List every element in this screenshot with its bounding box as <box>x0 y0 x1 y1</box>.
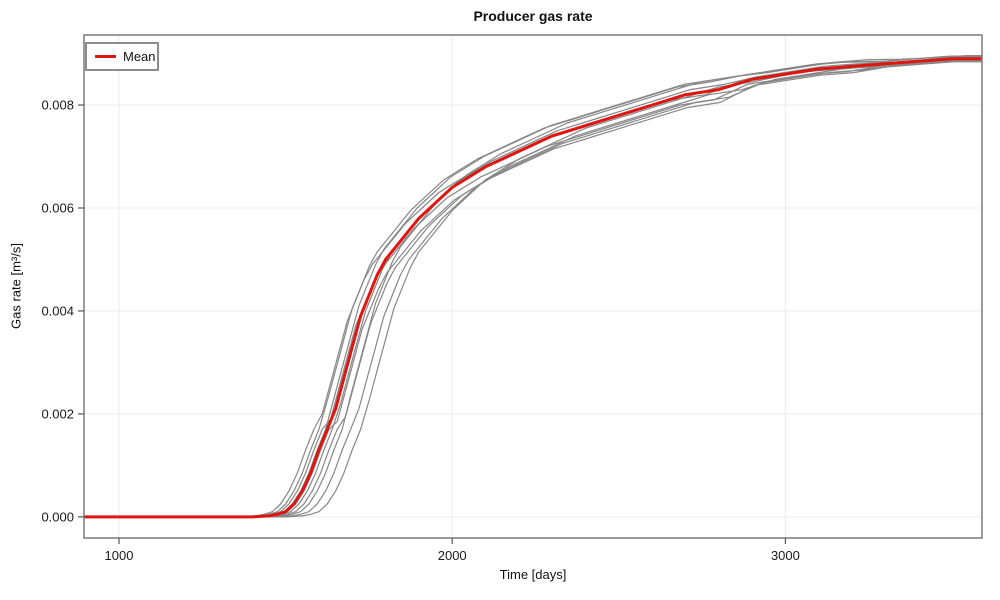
y-axis-label: Gas rate [m³/s] <box>8 243 24 329</box>
ensemble-line <box>84 55 982 518</box>
y-tick-label: 0.008 <box>41 98 74 113</box>
y-tick-label: 0.004 <box>41 303 74 318</box>
x-axis-label: Time [days] <box>499 567 567 582</box>
ensemble-line <box>84 58 982 518</box>
chart-title: Producer gas rate <box>473 8 593 24</box>
ensemble-line <box>84 56 982 518</box>
series-group <box>84 54 982 519</box>
ensemble-line <box>84 56 982 518</box>
y-tick-label: 0.000 <box>41 509 74 524</box>
x-tick-label: 3000 <box>771 548 800 563</box>
ensemble-line <box>84 54 982 518</box>
ensemble-line <box>84 60 982 518</box>
ensemble-line <box>84 55 982 518</box>
mean-line-swatch <box>95 55 116 58</box>
y-tick-label: 0.002 <box>41 406 74 421</box>
ensemble-line <box>84 59 982 518</box>
legend-label: Mean <box>123 49 156 64</box>
x-tick-label: 2000 <box>438 548 467 563</box>
ensemble-line <box>84 61 982 518</box>
mean-line <box>84 57 982 519</box>
legend: Mean <box>85 42 159 71</box>
plot-frame <box>83 34 983 539</box>
y-tick-label: 0.006 <box>41 200 74 215</box>
ensemble-line <box>84 60 982 518</box>
x-tick-label: 1000 <box>105 548 134 563</box>
